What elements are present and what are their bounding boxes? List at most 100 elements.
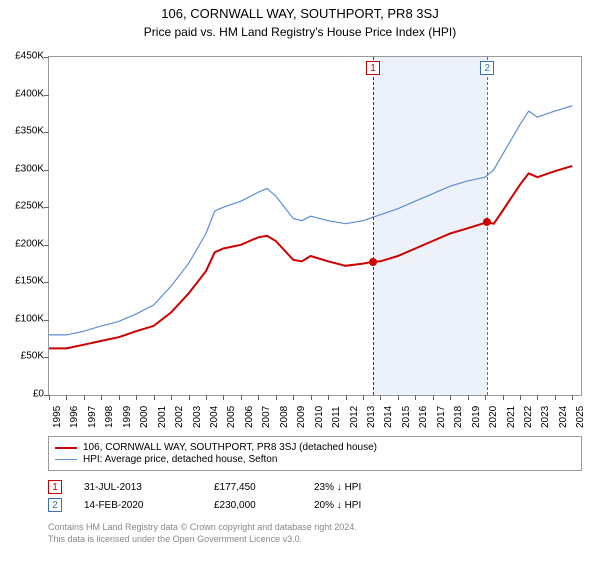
x-tick	[258, 395, 259, 400]
y-tick-label: £450K	[4, 51, 44, 62]
x-tick	[223, 395, 224, 400]
chart-plot-area: 12	[48, 56, 582, 396]
x-tick	[572, 395, 573, 400]
x-tick-label: 2002	[174, 406, 185, 428]
tx-date: 31-JUL-2013	[84, 482, 214, 493]
x-tick	[537, 395, 538, 400]
x-tick	[450, 395, 451, 400]
x-tick	[520, 395, 521, 400]
x-tick	[433, 395, 434, 400]
x-tick-label: 2006	[244, 406, 255, 428]
x-tick	[293, 395, 294, 400]
x-tick	[101, 395, 102, 400]
chart-lines-svg	[49, 57, 581, 395]
marker-block-2: 2	[480, 61, 494, 75]
x-tick-label: 2023	[540, 406, 551, 428]
x-tick	[555, 395, 556, 400]
x-tick-label: 2011	[331, 406, 342, 428]
marker-line-1	[373, 57, 374, 395]
legend-label: 106, CORNWALL WAY, SOUTHPORT, PR8 3SJ (d…	[83, 442, 377, 453]
x-tick-label: 2005	[226, 406, 237, 428]
marker-block-1: 1	[366, 61, 380, 75]
x-tick-label: 1999	[122, 406, 133, 428]
x-tick-label: 2008	[279, 406, 290, 428]
tx-date: 14-FEB-2020	[84, 500, 214, 511]
x-tick-label: 1995	[52, 406, 63, 428]
x-tick	[66, 395, 67, 400]
tx-marker: 1	[48, 480, 62, 494]
x-tick	[276, 395, 277, 400]
x-tick-label: 1998	[104, 406, 115, 428]
y-tick	[44, 282, 49, 283]
y-tick	[44, 57, 49, 58]
x-tick	[154, 395, 155, 400]
x-tick-label: 2001	[157, 406, 168, 428]
y-tick	[44, 245, 49, 246]
series-line-hpi	[49, 106, 572, 335]
x-tick-label: 2009	[296, 406, 307, 428]
transactions-table: 131-JUL-2013£177,45023% ↓ HPI214-FEB-202…	[48, 476, 582, 516]
x-tick-label: 2003	[192, 406, 203, 428]
x-tick	[468, 395, 469, 400]
x-tick-label: 2000	[139, 406, 150, 428]
tx-delta: 23% ↓ HPI	[314, 482, 414, 493]
tx-delta: 20% ↓ HPI	[314, 500, 414, 511]
x-tick	[328, 395, 329, 400]
legend-swatch	[55, 459, 77, 460]
y-tick-label: £0	[4, 389, 44, 400]
x-tick	[241, 395, 242, 400]
legend-swatch	[55, 447, 77, 449]
x-tick	[206, 395, 207, 400]
x-tick-label: 2017	[436, 406, 447, 428]
y-tick-label: £350K	[4, 126, 44, 137]
y-tick	[44, 320, 49, 321]
x-tick	[503, 395, 504, 400]
x-tick-label: 2024	[558, 406, 569, 428]
x-tick	[136, 395, 137, 400]
y-tick-label: £50K	[4, 351, 44, 362]
x-tick	[189, 395, 190, 400]
x-tick	[398, 395, 399, 400]
tx-row-1: 131-JUL-2013£177,45023% ↓ HPI	[48, 480, 582, 494]
x-tick	[171, 395, 172, 400]
y-tick-label: £250K	[4, 201, 44, 212]
legend-row-0: 106, CORNWALL WAY, SOUTHPORT, PR8 3SJ (d…	[55, 442, 575, 453]
transaction-point-1	[369, 258, 377, 266]
x-tick-label: 1996	[69, 406, 80, 428]
x-tick	[346, 395, 347, 400]
y-tick	[44, 95, 49, 96]
x-tick	[415, 395, 416, 400]
y-tick	[44, 132, 49, 133]
x-tick-label: 2018	[453, 406, 464, 428]
x-tick-label: 2016	[418, 406, 429, 428]
y-tick	[44, 357, 49, 358]
tx-price: £230,000	[214, 500, 314, 511]
x-tick-label: 2014	[383, 406, 394, 428]
legend-box: 106, CORNWALL WAY, SOUTHPORT, PR8 3SJ (d…	[48, 436, 582, 471]
legend-label: HPI: Average price, detached house, Seft…	[83, 454, 277, 465]
page-subtitle: Price paid vs. HM Land Registry's House …	[0, 25, 600, 39]
x-tick-label: 2022	[523, 406, 534, 428]
x-tick	[363, 395, 364, 400]
x-tick-label: 2021	[506, 406, 517, 428]
x-tick	[119, 395, 120, 400]
x-tick-label: 2020	[488, 406, 499, 428]
x-tick	[311, 395, 312, 400]
series-line-price_paid	[49, 166, 572, 349]
tx-marker: 2	[48, 498, 62, 512]
x-tick	[49, 395, 50, 400]
x-tick-label: 2025	[575, 406, 586, 428]
y-tick-label: £150K	[4, 276, 44, 287]
x-tick	[84, 395, 85, 400]
x-tick-label: 1997	[87, 406, 98, 428]
chart-container: 106, CORNWALL WAY, SOUTHPORT, PR8 3SJ Pr…	[0, 6, 600, 566]
y-tick-label: £100K	[4, 313, 44, 324]
page-title: 106, CORNWALL WAY, SOUTHPORT, PR8 3SJ	[0, 6, 600, 21]
x-tick-label: 2004	[209, 406, 220, 428]
x-tick	[485, 395, 486, 400]
x-tick-label: 2015	[401, 406, 412, 428]
y-tick-label: £400K	[4, 88, 44, 99]
footer-attribution: Contains HM Land Registry data © Crown c…	[48, 522, 357, 545]
y-tick	[44, 170, 49, 171]
x-tick-label: 2010	[314, 406, 325, 428]
